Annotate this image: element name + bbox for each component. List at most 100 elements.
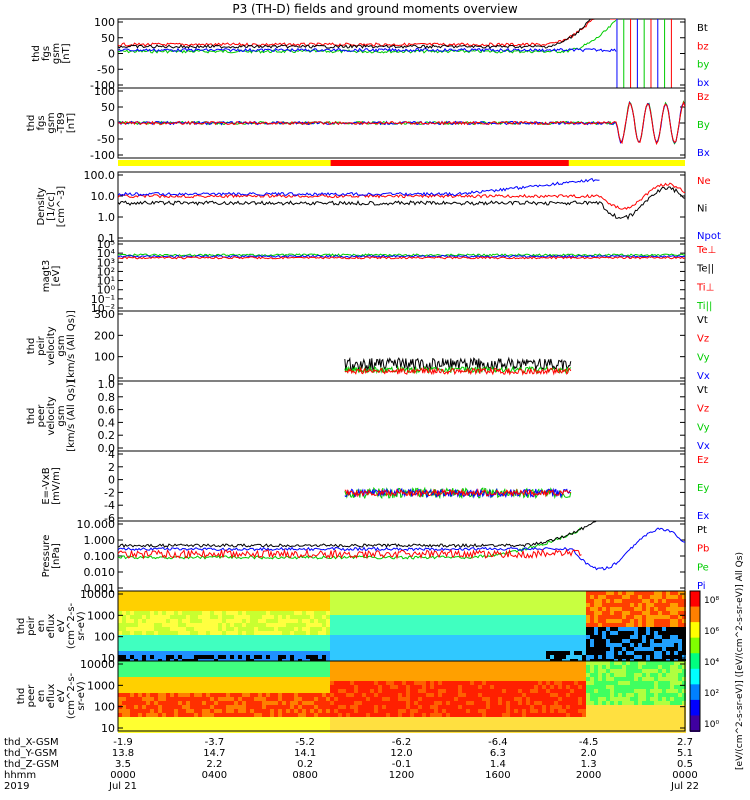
heatmap-cell [230, 673, 234, 677]
heatmap-cell [202, 701, 206, 705]
heatmap-cell [318, 693, 322, 697]
heatmap-cell [454, 595, 458, 599]
heatmap-cell [334, 627, 338, 631]
heatmap-cell [390, 599, 394, 603]
heatmap-cell [158, 697, 162, 701]
heatmap-cell [146, 603, 150, 607]
heatmap-cell [494, 689, 498, 693]
heatmap-cell [374, 595, 378, 599]
heatmap-cell [598, 643, 602, 647]
heatmap-cell [606, 651, 610, 655]
heatmap-cell [262, 717, 266, 721]
heatmap-cell [402, 673, 406, 677]
heatmap-cell [314, 701, 318, 705]
heatmap-cell [418, 697, 422, 701]
heatmap-cell [278, 603, 282, 607]
heatmap-cell [154, 665, 158, 669]
heatmap-cell [470, 643, 474, 647]
heatmap-cell [650, 655, 654, 659]
heatmap-cell [342, 639, 346, 643]
heatmap-cell [586, 697, 590, 701]
heatmap-cell [486, 669, 490, 673]
heatmap-cell [286, 697, 290, 701]
heatmap-cell [206, 639, 210, 643]
heatmap-cell [414, 631, 418, 635]
heatmap-cell [474, 623, 478, 627]
heatmap-cell [374, 681, 378, 685]
heatmap-cell [218, 639, 222, 643]
heatmap-cell [506, 607, 510, 611]
heatmap-cell [626, 615, 630, 619]
heatmap-cell [474, 603, 478, 607]
heatmap-cell [418, 717, 422, 721]
heatmap-cell [254, 623, 258, 627]
heatmap-cell [334, 631, 338, 635]
heatmap-cell [278, 717, 282, 721]
heatmap-cell [462, 603, 466, 607]
heatmap-cell [246, 595, 250, 599]
heatmap-cell [358, 651, 362, 655]
heatmap-cell [550, 631, 554, 635]
heatmap-cell [234, 591, 238, 595]
heatmap-cell [326, 655, 330, 659]
heatmap-cell [218, 725, 222, 729]
heatmap-cell [134, 721, 138, 725]
heatmap-cell [354, 705, 358, 709]
heatmap-cell [334, 591, 338, 595]
heatmap-cell [350, 673, 354, 677]
heatmap-cell [622, 627, 626, 631]
heatmap-cell [530, 643, 534, 647]
heatmap-cell [202, 685, 206, 689]
heatmap-cell [522, 631, 526, 635]
heatmap-cell [646, 623, 650, 627]
heatmap-cell [310, 681, 314, 685]
heatmap-cell [546, 681, 550, 685]
heatmap-cell [282, 673, 286, 677]
heatmap-cell [346, 669, 350, 673]
heatmap-cell [582, 599, 586, 603]
heatmap-cell [438, 709, 442, 713]
heatmap-cell [134, 611, 138, 615]
y-axis-label-line: [km/s (All Qs)] [66, 380, 77, 452]
heatmap-cell [582, 705, 586, 709]
heatmap-cell [490, 611, 494, 615]
heatmap-cell [122, 661, 126, 665]
heatmap-cell [202, 655, 206, 659]
heatmap-cell [334, 725, 338, 729]
heatmap-cell [286, 619, 290, 623]
heatmap-cell [626, 643, 630, 647]
heatmap-cell [122, 643, 126, 647]
heatmap-cell [482, 717, 486, 721]
heatmap-cell [654, 647, 658, 651]
heatmap-cell [538, 591, 542, 595]
heatmap-cell [434, 627, 438, 631]
heatmap-cell [618, 615, 622, 619]
heatmap-cell [278, 651, 282, 655]
heatmap-cell [234, 701, 238, 705]
heatmap-cell [146, 685, 150, 689]
heatmap-cell [586, 655, 590, 659]
heatmap-cell [526, 689, 530, 693]
heatmap-cell [446, 647, 450, 651]
heatmap-cell [194, 615, 198, 619]
heatmap-cell [130, 655, 134, 659]
heatmap-cell [218, 619, 222, 623]
heatmap-cell [362, 603, 366, 607]
heatmap-cell [138, 599, 142, 603]
heatmap-cell [270, 725, 274, 729]
heatmap-cell [118, 665, 122, 669]
heatmap-cell [138, 677, 142, 681]
heatmap-cell [518, 607, 522, 611]
heatmap-cell [378, 689, 382, 693]
heatmap-cell [522, 635, 526, 639]
heatmap-cell [122, 619, 126, 623]
heatmap-cell [634, 655, 638, 659]
heatmap-cell [170, 673, 174, 677]
heatmap-cell [630, 591, 634, 595]
heatmap-cell [438, 603, 442, 607]
heatmap-cell [118, 655, 122, 659]
heatmap-cell [410, 669, 414, 673]
heatmap-cell [138, 665, 142, 669]
heatmap-cell [210, 665, 214, 669]
